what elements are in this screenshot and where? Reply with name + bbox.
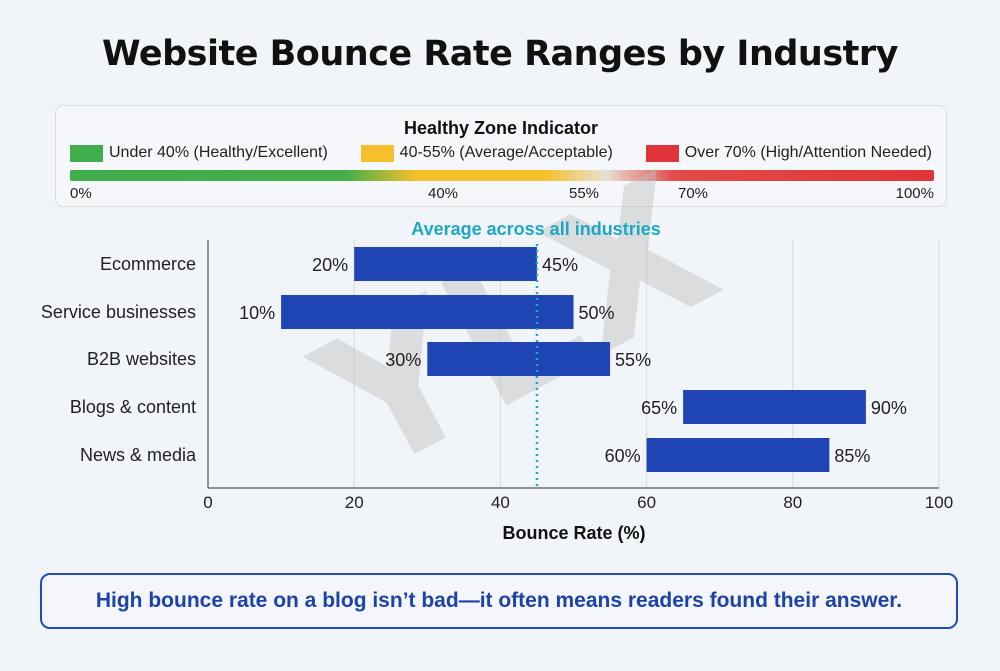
callout-box: High bounce rate on a blog isn’t bad—it … [40,573,958,629]
range-bar [281,295,574,329]
bar-max-label: 45% [542,255,578,275]
zone-tick: 55% [568,185,600,202]
category-label: News & media [80,445,197,465]
chart-title: Website Bounce Rate Ranges by Industry [102,34,898,74]
legend-label: Over 70% (High/Attention Needed) [684,144,932,161]
zone-legend: Under 40% (Healthy/Excellent) 40-55% (Av… [70,144,932,162]
bar-max-label: 50% [579,303,615,323]
category-label: Blogs & content [70,397,196,417]
category-label: Ecommerce [100,254,196,274]
bar-min-label: 10% [239,303,275,323]
category-label: B2B websites [87,349,196,369]
legend-swatch-green [70,144,103,162]
callout-text: High bounce rate on a blog isn’t bad—it … [95,589,903,612]
bar-max-label: 90% [871,398,907,418]
zone-tick: 40% [427,185,459,202]
legend-label: 40-55% (Average/Acceptable) [399,144,613,161]
x-tick-label: 80 [783,493,802,512]
bar-min-label: 60% [605,446,641,466]
zone-gradient-bar [70,170,934,181]
range-bar [354,247,537,281]
zone-tick: 70% [677,185,709,202]
zone-tick: 100% [895,185,934,202]
bar-max-label: 85% [834,446,870,466]
zone-tick: 0% [70,185,92,202]
legend-item-healthy: Under 40% (Healthy/Excellent) [70,144,328,162]
reference-line-label: Average across all industries [411,219,660,239]
range-bar [683,390,866,424]
zone-title: Healthy Zone Indicator [403,118,599,138]
legend-item-high: Over 70% (High/Attention Needed) [645,144,932,162]
bar-min-label: 30% [385,350,421,370]
bar-min-label: 65% [641,398,677,418]
x-tick-label: 20 [345,493,364,512]
x-tick-label: 0 [203,493,212,512]
x-axis-title: Bounce Rate (%) [502,523,645,543]
x-tick-label: 40 [491,493,510,512]
range-bar [646,438,830,472]
category-label: Service businesses [41,302,196,322]
legend-swatch-yellow [360,144,394,162]
x-tick-label: 100 [925,493,953,512]
healthy-zone-indicator: Healthy Zone Indicator Under 40% (Health… [55,105,947,207]
bar-max-label: 55% [615,350,651,370]
legend-label: Under 40% (Healthy/Excellent) [109,144,328,161]
x-tick-label: 60 [637,493,656,512]
bar-min-label: 20% [312,255,348,275]
legend-item-average: 40-55% (Average/Acceptable) [360,144,613,162]
range-bar [427,342,611,376]
legend-swatch-red [645,144,679,162]
